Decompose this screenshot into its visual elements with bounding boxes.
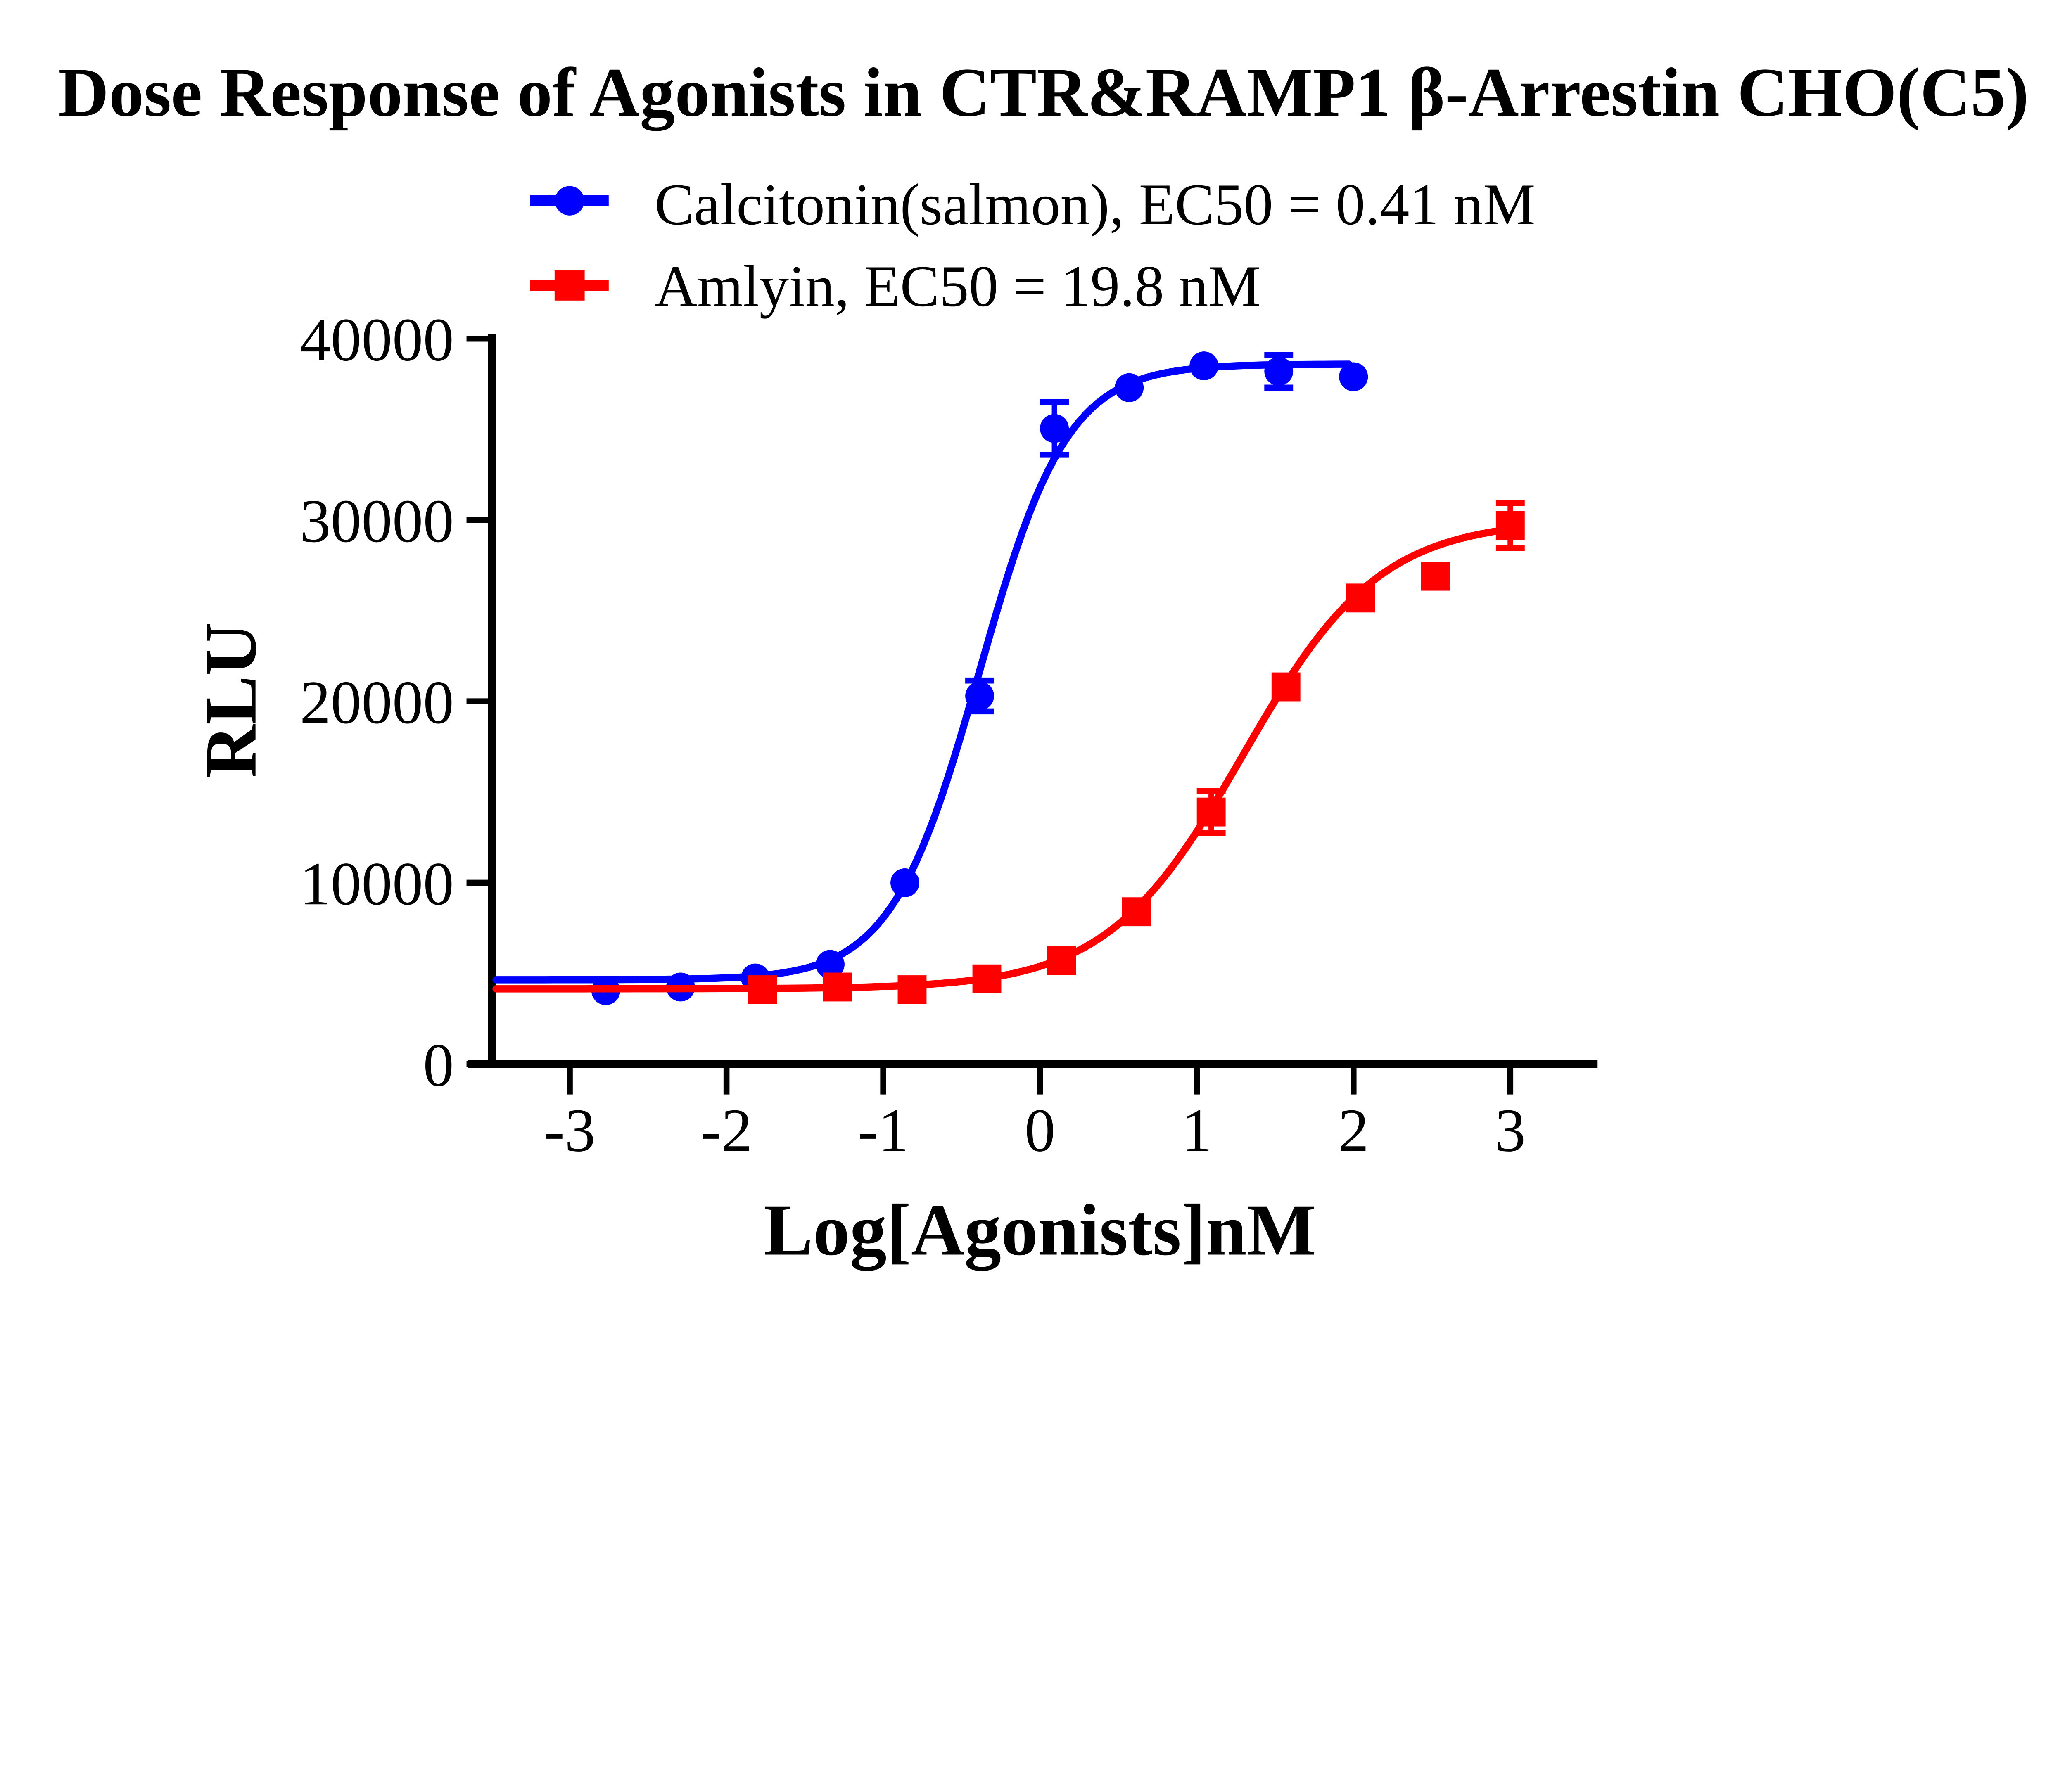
series-amlyin — [492, 500, 1525, 1004]
legend-label-calcitonin: Calcitonin(salmon), EC50 = 0.41 nM — [655, 172, 1535, 237]
x-tick-label: -3 — [544, 1096, 595, 1164]
legend-entry-amlyin: Amlyin, EC50 = 19.8 nM — [530, 254, 1260, 319]
y-tick-label: 40000 — [300, 306, 454, 374]
dose-response-chart: Dose Response of Agonists in CTR&RAMP1 β… — [0, 0, 2065, 1304]
fit-curve — [492, 526, 1510, 993]
legend-square-marker-icon — [554, 270, 585, 301]
legend-label-amlyin: Amlyin, EC50 = 19.8 nM — [655, 254, 1260, 319]
data-point-marker — [1495, 511, 1525, 540]
x-tick-label: 3 — [1495, 1096, 1526, 1164]
data-point-marker — [1421, 562, 1450, 591]
x-tick-label: -1 — [858, 1096, 909, 1164]
page: { "chart_data": { "type": "line", "title… — [0, 0, 2065, 1304]
legend-entry-calcitonin: Calcitonin(salmon), EC50 = 0.41 nM — [530, 172, 1536, 237]
y-tick-label: 20000 — [300, 668, 454, 737]
y-tick-label: 0 — [423, 1031, 454, 1100]
legend-circle-marker-icon — [555, 186, 584, 216]
fit-curve — [492, 360, 1353, 984]
y-axis-title: RLU — [190, 623, 272, 778]
chart-title: Dose Response of Agonists in CTR&RAMP1 β… — [58, 54, 2029, 131]
x-tick-label: 2 — [1338, 1096, 1369, 1164]
y-tick-label: 10000 — [300, 850, 454, 918]
data-point-marker — [1040, 414, 1069, 443]
x-axis-title: Log[Agonists]nM — [764, 1189, 1316, 1271]
x-tick-label: 1 — [1181, 1096, 1212, 1164]
series-calcitonin-salmon- — [492, 351, 1368, 1005]
x-tick-label: -2 — [701, 1096, 752, 1164]
plot-area: 0 10000 20000 30000 40000 -3 -2 -1 0 1 2 3 — [300, 306, 1598, 1164]
data-point-marker — [897, 975, 927, 1004]
x-tick-label: 0 — [1025, 1096, 1056, 1164]
data-point-marker — [1339, 362, 1368, 391]
legend: Calcitonin(salmon), EC50 = 0.41 nM Amlyi… — [530, 172, 1536, 319]
chart-background — [0, 0, 2065, 1304]
y-tick-label: 30000 — [300, 487, 454, 555]
